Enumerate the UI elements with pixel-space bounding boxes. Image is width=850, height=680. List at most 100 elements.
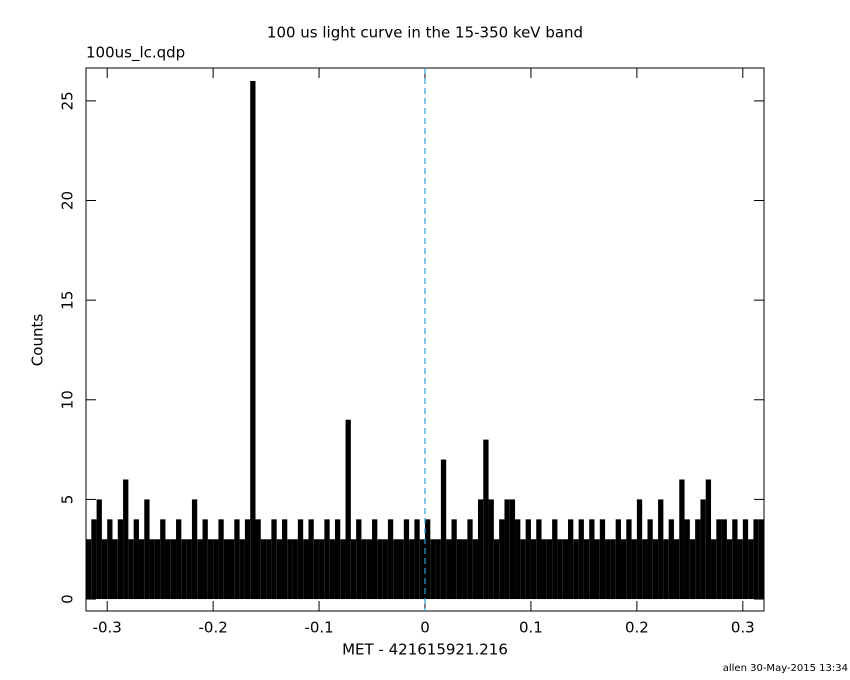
bar <box>366 539 373 600</box>
bar <box>107 519 113 600</box>
bar <box>340 539 346 600</box>
bar <box>377 539 383 600</box>
bar <box>96 499 102 600</box>
bar <box>509 499 516 600</box>
x-tick-label: -0.3 <box>93 619 122 637</box>
bar <box>181 539 187 600</box>
bar <box>324 519 330 600</box>
bar <box>229 539 235 600</box>
bar <box>594 539 600 600</box>
bar <box>266 539 272 600</box>
bar <box>250 80 256 600</box>
bar <box>186 539 192 600</box>
bar <box>403 519 410 600</box>
bar <box>515 519 521 600</box>
bar <box>260 539 267 600</box>
bar <box>387 519 394 600</box>
footer: allen 30-May-2015 13:34 <box>723 663 848 674</box>
bar <box>239 539 245 600</box>
bar <box>483 439 489 600</box>
bar <box>313 539 320 600</box>
bar <box>568 519 574 600</box>
bar <box>435 539 441 600</box>
bar <box>414 519 420 600</box>
bar <box>530 539 537 600</box>
bar <box>91 519 97 600</box>
bar <box>599 519 606 600</box>
bar <box>695 519 701 600</box>
bar <box>393 539 399 600</box>
x-tick-label: -0.2 <box>198 619 227 637</box>
y-tick-label: 5 <box>59 495 77 505</box>
bar <box>419 539 425 600</box>
y-tick-label: 20 <box>59 191 77 210</box>
bar <box>525 519 531 600</box>
bar <box>472 539 478 600</box>
bar <box>440 459 447 600</box>
bar <box>287 539 293 600</box>
y-tick-label: 25 <box>59 91 77 110</box>
bar <box>721 519 727 600</box>
bar <box>308 519 314 600</box>
bar <box>663 539 669 600</box>
bar <box>101 539 108 600</box>
bar <box>758 519 764 600</box>
x-axis-label: MET - 421615921.216 <box>342 641 508 659</box>
y-tick-label: 15 <box>59 291 77 310</box>
bar <box>117 519 124 600</box>
x-tick-label: 0.1 <box>519 619 543 637</box>
y-axis-label: Counts <box>29 314 47 367</box>
bar <box>281 519 288 600</box>
bar <box>467 519 473 600</box>
bar <box>605 539 611 600</box>
bar <box>372 519 378 600</box>
bar <box>726 539 733 600</box>
bar <box>244 519 251 600</box>
bar <box>711 539 717 600</box>
bar <box>578 519 584 600</box>
chart-subtitle: 100us_lc.qdp <box>86 44 185 63</box>
bar <box>626 519 632 600</box>
bar <box>615 519 621 600</box>
bar <box>541 539 547 600</box>
bar <box>207 539 214 600</box>
bar <box>636 499 643 600</box>
bar <box>642 539 648 600</box>
bar <box>255 519 261 600</box>
bar <box>456 539 463 600</box>
bar <box>319 539 325 600</box>
bar <box>128 539 134 600</box>
bar <box>138 539 145 600</box>
bar <box>154 539 161 600</box>
bar <box>451 519 457 600</box>
bar <box>133 519 139 600</box>
y-tick-label: 10 <box>59 390 77 409</box>
bar <box>684 519 690 600</box>
bar <box>647 519 653 600</box>
x-tick-label: 0.2 <box>625 619 649 637</box>
bar <box>552 519 558 600</box>
bar <box>356 519 362 600</box>
bar <box>191 499 198 600</box>
x-tick-label: -0.1 <box>304 619 333 637</box>
bar <box>737 539 743 600</box>
bar <box>160 519 166 600</box>
bar <box>520 539 526 600</box>
bar <box>488 499 494 600</box>
bar <box>652 539 659 600</box>
bar <box>748 539 754 600</box>
bar <box>562 539 569 600</box>
bar <box>382 539 388 600</box>
bar <box>610 539 616 600</box>
bar <box>700 499 706 600</box>
bar <box>123 479 129 600</box>
bar <box>668 519 674 600</box>
bar <box>271 519 277 600</box>
bar <box>446 539 452 600</box>
bar <box>546 539 553 600</box>
bar <box>573 539 579 600</box>
bar <box>86 539 92 600</box>
bar <box>350 539 357 600</box>
